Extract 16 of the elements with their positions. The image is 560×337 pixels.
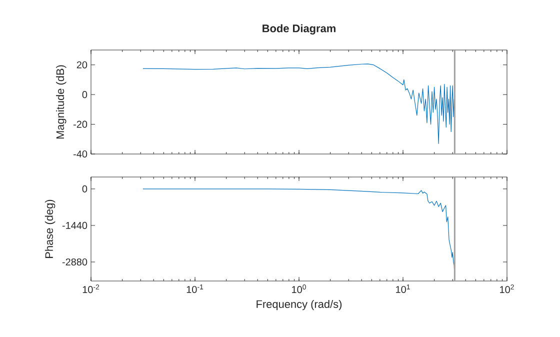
y-tick-label: 20	[76, 61, 88, 68]
x-tick-label: 10$^{2}$	[500, 284, 514, 294]
y-tick-label: -2880	[62, 258, 88, 266]
x-tick-label: 10$^{0}$	[292, 284, 306, 294]
y-axis-title: Phase (deg)	[44, 200, 56, 258]
x-tick-label: 10$^{-1}$	[186, 284, 204, 294]
y-tick-label: 0	[82, 91, 88, 98]
x-tick-label: 10$^{-2}$	[82, 284, 100, 294]
y-tick-label: 0	[82, 185, 88, 192]
x-tick-label: 10$^{1}$	[396, 284, 410, 294]
y-tick-label: -40	[74, 150, 88, 158]
y-tick-label: -20	[74, 120, 88, 128]
chart-title: Bode Diagram	[262, 24, 336, 35]
y-axis-title: Magnitude (dB)	[56, 65, 66, 139]
y-tick-label: -1440	[62, 222, 88, 229]
x-axis-title: Frequency (rad/s)	[256, 300, 342, 310]
